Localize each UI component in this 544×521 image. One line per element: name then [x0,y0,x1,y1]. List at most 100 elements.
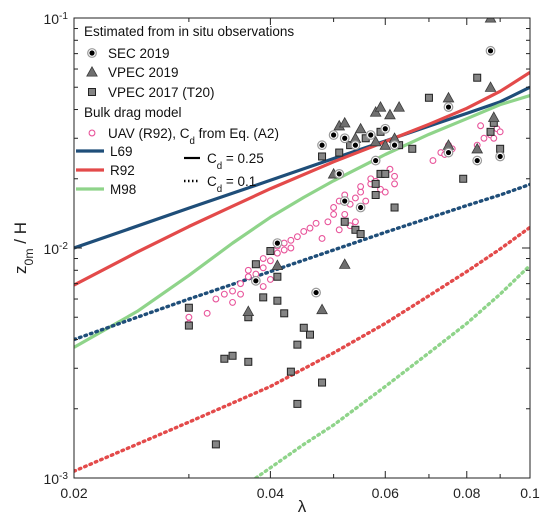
legend: Estimated from in situ observations SEC 2… [76,24,294,197]
legend-model-header: Bulk drag model [84,105,182,120]
point-square-gray-30 [184,303,193,312]
point-square-gray-7 [371,179,380,188]
point-circle-pink-40 [381,188,389,196]
point-triangle-gray-8 [379,139,392,150]
series-uav-r92- [185,122,504,327]
point-square-gray-8 [371,190,380,199]
point-square-gray-35 [486,127,495,136]
x-tick-label-1: 0.04 [257,485,284,501]
point-circle-black-15 [445,149,452,156]
curve-r92-cd-01 [74,225,530,473]
point-triangle-gray-2 [354,122,367,134]
point-triangle-gray-5 [384,108,396,120]
point-circle-pink-61 [306,224,314,232]
point-square-gray-26 [244,357,253,366]
point-circle-black-4 [368,132,374,138]
point-circle-pink-54 [480,134,488,142]
legend-observations-header: Estimated from in situ observations [84,24,294,39]
point-square-gray-38 [459,174,468,183]
point-circle-black-9 [358,204,364,211]
series-vpec-2017-t20- [184,73,505,449]
x-tick-label-0: 0.02 [60,485,87,501]
legend-vpec2017-marker [88,88,96,96]
point-triangle-gray-16 [271,259,284,270]
point-circle-pink-33 [357,188,365,196]
x-axis-title: λ [298,497,307,516]
point-circle-pink-12 [259,255,267,262]
point-circle-black-12 [313,289,319,296]
point-circle-pink-20 [293,233,301,241]
point-circle-black-8 [342,198,348,204]
point-circle-black-3 [352,142,359,148]
axes-layer: 0.02 0.04 0.06 0.08 0.1 10-3 10-2 10-1 λ z0m / H [11,11,540,517]
legend-cd-solid-label: Cd = 0.25 [207,151,264,172]
point-circle-black-16 [487,48,494,54]
point-triangle-gray-14 [487,111,500,122]
legend-l69-label: L69 [110,144,133,159]
series-sec-2019 [250,45,506,298]
point-circle-pink-19 [287,236,295,244]
point-circle-pink-16 [280,246,288,254]
point-triangle-gray-17 [242,305,255,316]
point-square-gray-13 [351,225,360,234]
y-tick-label-1: 10-2 [43,241,68,258]
point-circle-pink-29 [341,210,349,218]
point-square-gray-22 [293,340,302,349]
point-square-gray-24 [286,367,295,376]
point-circle-black-1 [331,132,337,138]
series-vpec-2019 [242,18,500,316]
point-square-gray-15 [266,247,275,256]
point-triangle-gray-4 [374,101,387,112]
point-square-gray-20 [273,296,282,305]
legend-vpec2019-label: VPEC 2019 [108,65,179,80]
point-circle-pink-2 [203,309,211,317]
point-circle-pink-56 [490,134,498,142]
point-square-gray-21 [280,309,289,318]
point-circle-pink-60 [300,228,308,235]
point-circle-pink-11 [259,264,267,272]
point-circle-black-17 [497,153,503,160]
point-circle-pink-18 [287,244,295,252]
y-tick-label-0: 10-3 [43,471,68,488]
point-circle-black-6 [391,142,398,148]
x-tick-label-4: 0.1 [520,485,540,501]
point-circle-black-10 [274,240,280,246]
x-tick-label-3: 0.08 [453,485,480,501]
legend-sec-marker [89,50,95,56]
point-circle-pink-48 [429,157,437,165]
point-circle-pink-46 [335,226,343,234]
point-square-gray-31 [184,321,193,330]
point-square-gray-34 [473,73,482,82]
point-circle-black-2 [342,135,348,141]
point-square-gray-32 [220,354,229,363]
point-circle-pink-27 [330,204,338,211]
point-circle-pink-7 [244,273,252,281]
point-circle-black-13 [336,171,342,177]
point-circle-black-14 [445,104,452,110]
legend-vpec2019-marker [86,65,98,77]
point-square-gray-11 [390,203,399,212]
point-square-gray-12 [340,217,349,226]
point-square-gray-18 [259,293,268,302]
curve-m98-cd-025 [74,94,530,349]
point-square-gray-29 [211,440,220,449]
point-square-gray-37 [496,144,505,153]
point-circle-black-0 [319,142,325,148]
point-square-gray-17 [273,272,282,281]
x-tick-label-2: 0.06 [372,485,399,501]
point-circle-pink-22 [259,283,267,290]
point-square-gray-25 [228,351,237,360]
point-square-gray-0 [318,152,327,161]
legend-r92-label: R92 [110,163,135,178]
point-square-gray-33 [424,93,433,102]
legend-sec-label: SEC 2019 [108,46,170,61]
point-circle-pink-14 [273,249,281,257]
point-triangle-gray-9 [442,91,455,103]
point-circle-black-5 [382,126,388,132]
point-circle-pink-43 [391,172,399,180]
point-circle-pink-21 [266,275,274,283]
point-circle-pink-25 [324,218,332,226]
curve-r92-cd-025 [74,71,530,287]
point-circle-pink-13 [266,257,274,265]
